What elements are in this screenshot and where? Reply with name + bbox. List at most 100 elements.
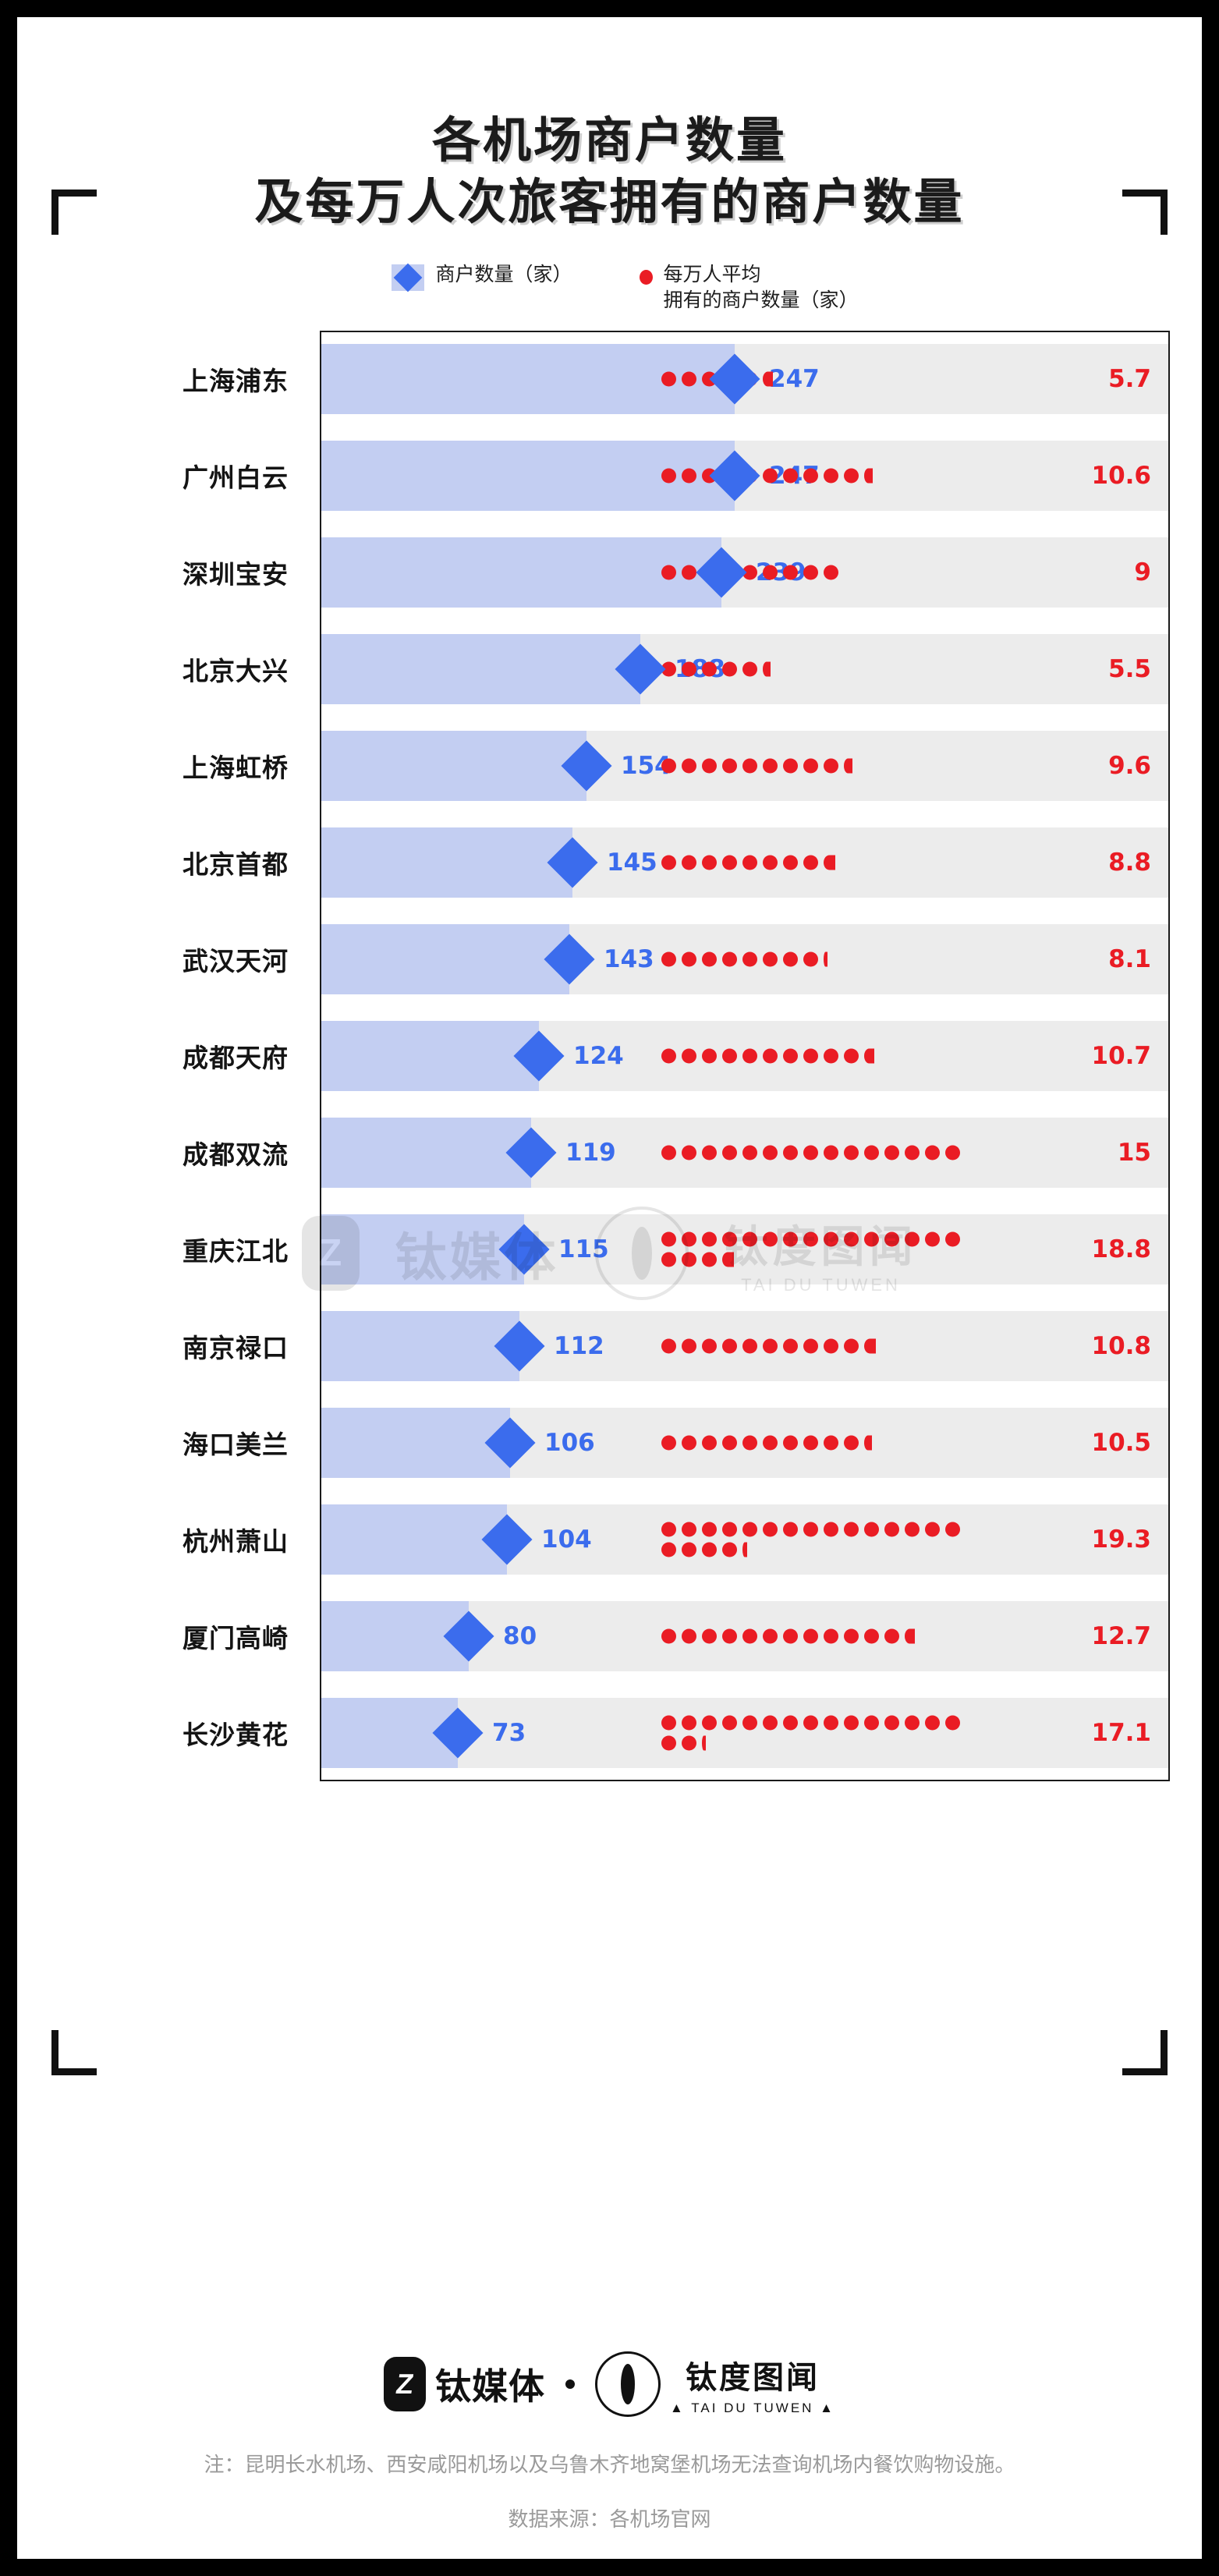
row-body: 73 17.1 [320, 1685, 1170, 1781]
taimeiti-logo-icon [384, 2356, 426, 2411]
per-10k-dot-icon [661, 1048, 676, 1064]
per-10k-dot-group [661, 855, 1067, 870]
per-10k-dot-icon [925, 1145, 940, 1160]
brand-name-taimeiti: 钛媒体 [435, 2365, 545, 2408]
merchant-count-bar [320, 731, 586, 802]
per-10k-dot-icon [661, 371, 676, 387]
merchant-count-value: 145 [607, 849, 657, 877]
footer-brands: 钛媒体 钛度图闻 ▲ TAI DU TUWEN ▲ [17, 2351, 1202, 2417]
per-10k-dot-icon [824, 1715, 838, 1731]
per-10k-dot-icon [682, 565, 696, 580]
row-body: 154 9.6 [320, 718, 1170, 814]
row-airport-name: 南京禄口 [182, 1333, 289, 1364]
per-10k-dot-icon [763, 1145, 778, 1160]
merchant-count-value: 115 [558, 1235, 609, 1264]
footnote-text: 注：昆明长水机场、西安咸阳机场以及乌鲁木齐地窝堡机场无法查询机场内餐饮购物设施。 [204, 2453, 1015, 2477]
per-10k-dot-icon [864, 1715, 879, 1731]
per-10k-dot-icon [742, 1628, 757, 1644]
per-10k-dot-icon [682, 855, 696, 870]
chart-row: 重庆江北 115 18.8 [48, 1201, 1202, 1298]
per-10k-dot-icon [945, 1145, 960, 1160]
brand-name-taidutuwen: 钛度图闻 [686, 2359, 820, 2396]
per-10k-dot-partial-icon [722, 1252, 734, 1267]
per-10k-dot-icon [803, 1715, 818, 1731]
per-10k-dot-icon [824, 1522, 838, 1537]
per-10k-dot-icon [742, 1145, 757, 1160]
bracket-top-right-icon [1122, 190, 1168, 235]
merchant-count-bar [320, 1408, 510, 1479]
per-10k-dot-icon [884, 1231, 899, 1247]
legend-item-merchant-count: 商户数量（家） [392, 261, 572, 291]
per-10k-dot-group [661, 1715, 973, 1751]
data-source-text: 数据来源：各机场官网 [508, 2508, 711, 2532]
per-10k-dot-icon [682, 661, 696, 677]
legend-item-per-10k: 每万人平均 拥有的商户数量（家） [639, 261, 859, 314]
per-10k-dot-icon [925, 1715, 940, 1731]
per-10k-dot-icon [661, 1145, 676, 1160]
per-10k-value: 15 [1117, 1139, 1151, 1168]
per-10k-dot-icon [824, 1435, 838, 1451]
per-10k-dot-icon [742, 1715, 757, 1731]
poster-inner: 各机场商户数量 及每万人次旅客拥有的商户数量 商户数量（家） 每万人平均 拥有的… [17, 17, 1202, 2559]
row-body: 239 9 [320, 524, 1170, 621]
per-10k-dot-icon [824, 758, 838, 774]
title-line-2: 及每万人次旅客拥有的商户数量 [254, 173, 965, 231]
chart-row: 广州白云 24710.6 [48, 427, 1202, 524]
per-10k-dot-icon [682, 468, 696, 484]
per-10k-dot-icon [844, 1628, 859, 1644]
per-10k-dot-icon [925, 1522, 940, 1537]
bracket-top-left-icon [51, 190, 97, 235]
per-10k-dot-icon [844, 1715, 859, 1731]
row-body: 188 5.5 [320, 621, 1170, 718]
per-10k-value: 18.8 [1091, 1235, 1152, 1264]
per-10k-dot-icon [682, 1542, 696, 1557]
per-10k-dot-icon [783, 1338, 798, 1354]
per-10k-dot-icon [722, 1338, 737, 1354]
per-10k-dot-group [661, 1522, 973, 1557]
per-10k-dot-icon [803, 1338, 818, 1354]
bracket-bottom-right-icon [1122, 2030, 1168, 2075]
per-10k-dot-icon [844, 1048, 859, 1064]
row-body: 247 5.7 [320, 331, 1170, 427]
per-10k-dot-group [661, 951, 1067, 967]
per-10k-value: 10.7 [1091, 1042, 1152, 1071]
page-title: 各机场商户数量 及每万人次旅客拥有的商户数量 [17, 17, 1202, 233]
per-10k-dot-icon [661, 1435, 676, 1451]
per-10k-dot-icon [702, 1145, 717, 1160]
per-10k-dot-icon [661, 1522, 676, 1537]
per-10k-dot-icon [783, 468, 798, 484]
row-airport-name: 重庆江北 [182, 1236, 289, 1267]
row-airport-name: 厦门高崎 [182, 1623, 289, 1654]
per-10k-dot-icon [661, 565, 676, 580]
per-10k-dot-icon [824, 1338, 838, 1354]
per-10k-dot-icon [682, 758, 696, 774]
per-10k-dot-icon [661, 1252, 676, 1267]
per-10k-dot-icon [722, 1542, 737, 1557]
legend-label-merchant-count: 商户数量（家） [435, 262, 572, 285]
per-10k-dot-icon [783, 758, 798, 774]
per-10k-dot-partial-icon [864, 1048, 874, 1064]
row-airport-name: 深圳宝安 [182, 559, 289, 590]
per-10k-dot-partial-icon [763, 661, 771, 677]
per-10k-dot-icon [864, 1231, 879, 1247]
per-10k-dot-icon [864, 1522, 879, 1537]
chart-row: 成都双流 119 15 [48, 1104, 1202, 1201]
row-body: 143 8.1 [320, 911, 1170, 1008]
brand-separator-dot-icon [565, 2379, 575, 2389]
per-10k-dot-group [661, 1231, 973, 1267]
per-10k-dot-icon [884, 1628, 899, 1644]
per-10k-dot-icon [722, 1145, 737, 1160]
row-body: 104 19.3 [320, 1491, 1170, 1588]
per-10k-dot-icon [742, 565, 757, 580]
per-10k-dot-icon [682, 1145, 696, 1160]
per-10k-dot-icon [682, 1522, 696, 1537]
row-body: 145 8.8 [320, 814, 1170, 911]
per-10k-dot-icon [803, 758, 818, 774]
per-10k-dot-icon [742, 661, 757, 677]
per-10k-dot-partial-icon [864, 468, 873, 484]
row-body: 112 10.8 [320, 1298, 1170, 1394]
row-airport-name: 北京大兴 [182, 656, 289, 687]
per-10k-dot-icon [702, 951, 717, 967]
per-10k-dot-icon [945, 1522, 960, 1537]
per-10k-dot-icon [905, 1231, 920, 1247]
